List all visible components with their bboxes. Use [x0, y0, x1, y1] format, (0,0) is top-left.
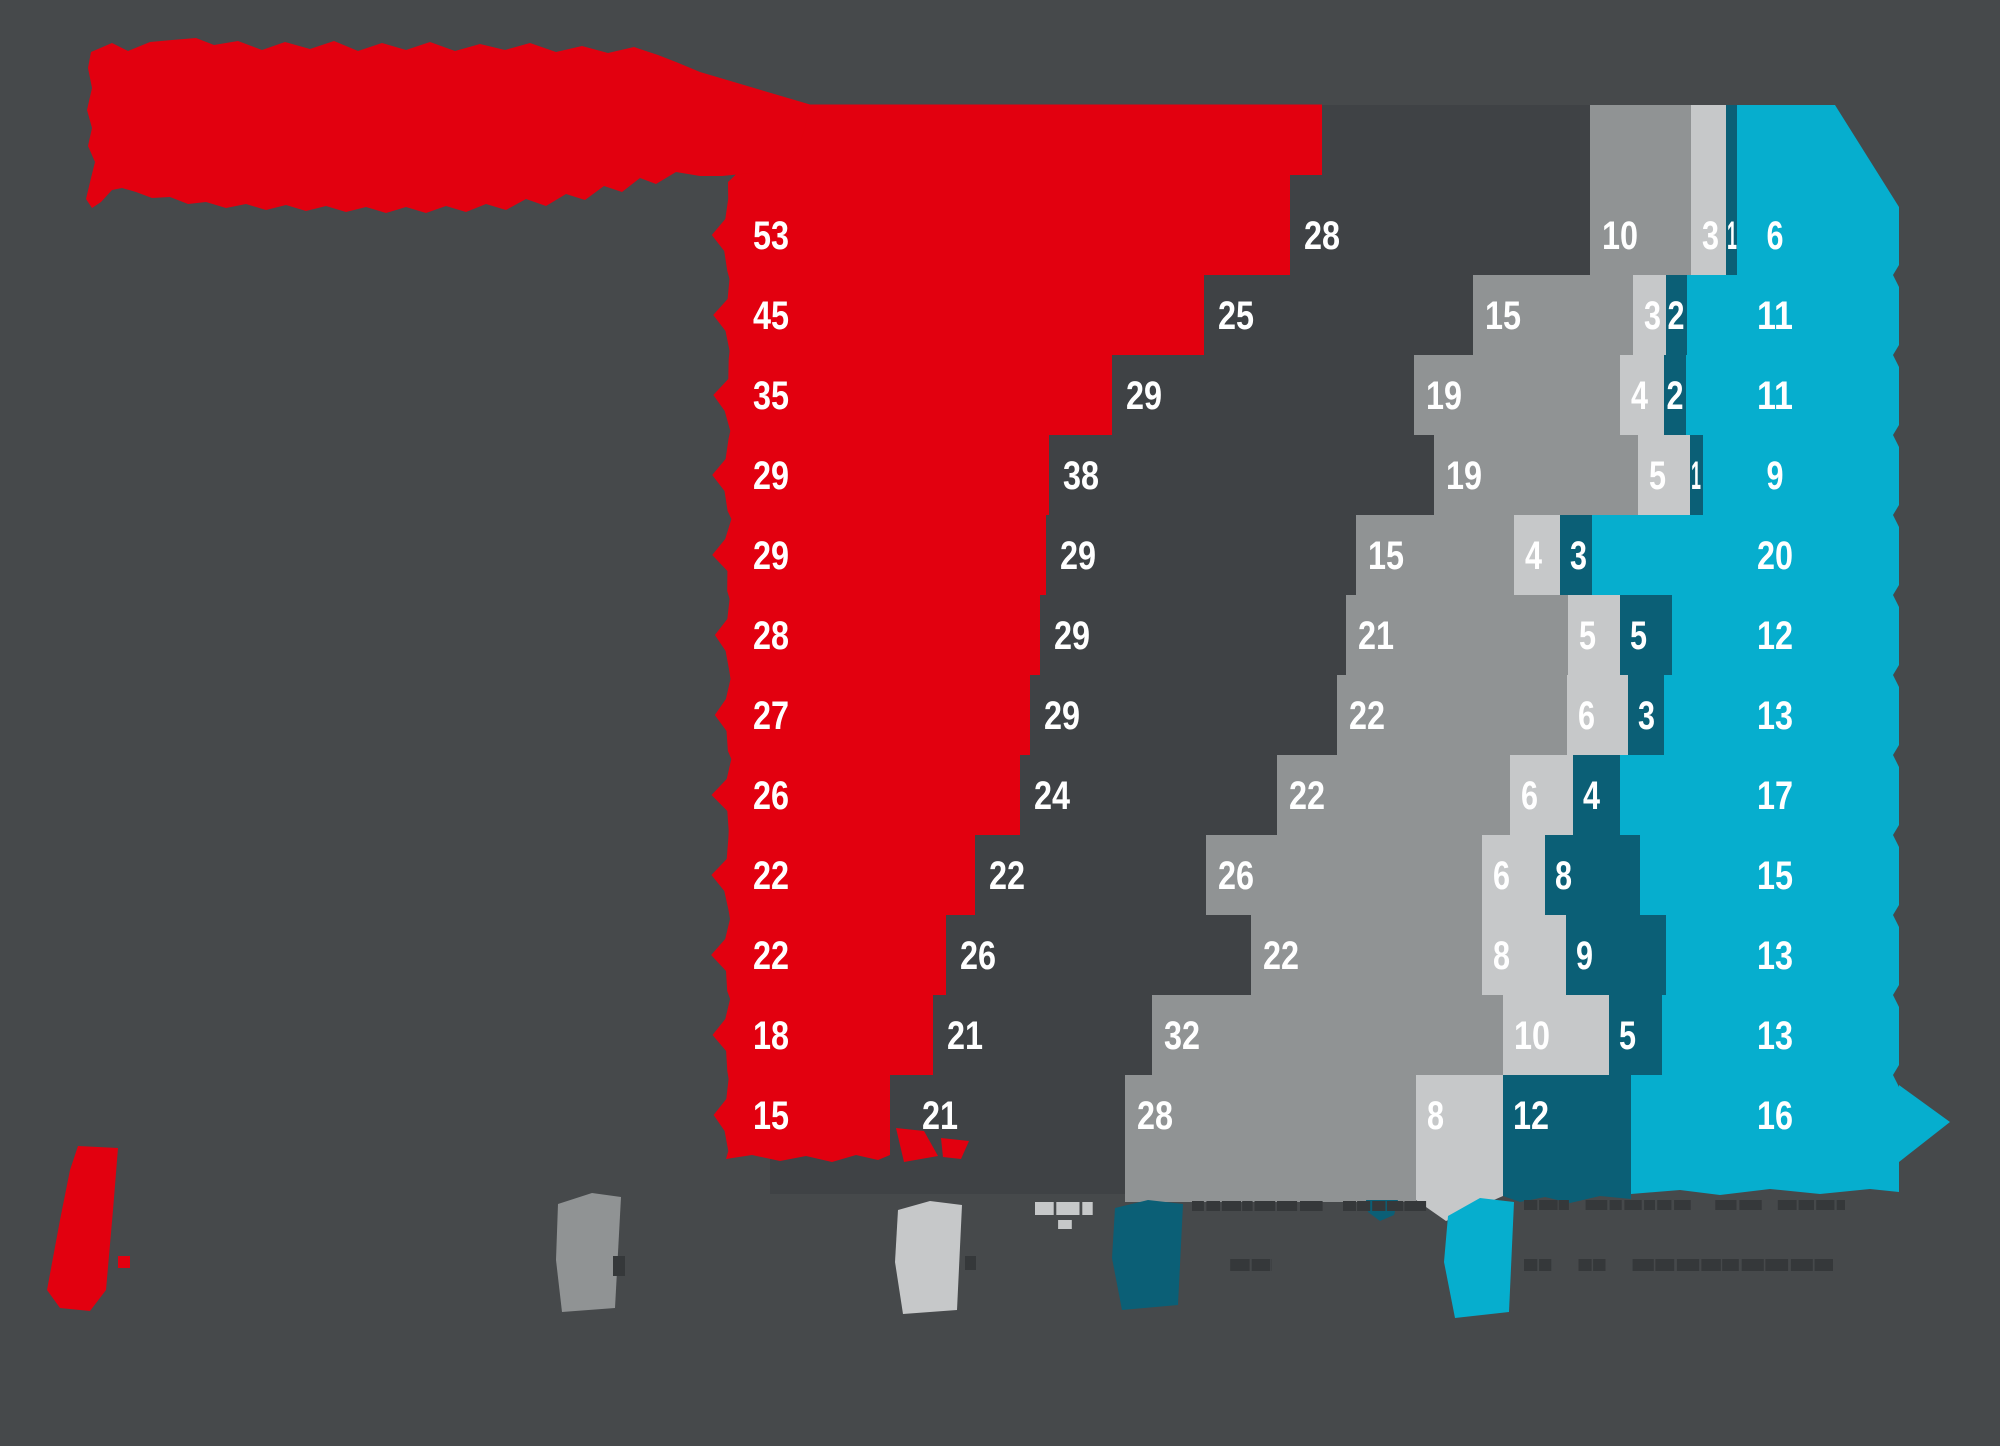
svg-text:2: 2 [1668, 294, 1685, 338]
svg-text:5: 5 [1619, 1014, 1636, 1058]
svg-text:3: 3 [1702, 214, 1719, 258]
svg-text:21: 21 [947, 1014, 983, 1058]
svg-text:19: 19 [1426, 374, 1462, 418]
svg-text:22: 22 [989, 854, 1025, 898]
svg-text:6: 6 [1767, 214, 1784, 258]
svg-text:27: 27 [753, 694, 789, 738]
svg-text:29: 29 [753, 454, 789, 498]
svg-text:26: 26 [753, 774, 789, 818]
svg-text:38: 38 [1063, 454, 1099, 498]
svg-text:11: 11 [1757, 294, 1793, 338]
svg-text:22: 22 [1349, 694, 1385, 738]
svg-text:29: 29 [753, 534, 789, 578]
svg-text:15: 15 [1368, 534, 1404, 578]
svg-text:53: 53 [753, 214, 789, 258]
svg-text:13: 13 [1757, 934, 1793, 978]
svg-text:29: 29 [1126, 374, 1162, 418]
svg-text:21: 21 [922, 1094, 958, 1138]
svg-text:24: 24 [1034, 774, 1071, 818]
svg-text:4: 4 [1583, 774, 1601, 818]
svg-text:4: 4 [1631, 374, 1649, 418]
svg-text:11: 11 [1757, 374, 1793, 418]
svg-text:15: 15 [753, 1094, 789, 1138]
svg-text:22: 22 [1263, 934, 1299, 978]
svg-text:10: 10 [1514, 1014, 1550, 1058]
svg-text:15: 15 [1757, 854, 1793, 898]
svg-text:13: 13 [1757, 1014, 1793, 1058]
svg-text:8: 8 [1427, 1094, 1444, 1138]
svg-text:9: 9 [1767, 454, 1784, 498]
svg-text:26: 26 [960, 934, 996, 978]
svg-text:28: 28 [753, 614, 789, 658]
svg-text:5: 5 [1630, 614, 1647, 658]
svg-text:13: 13 [1757, 694, 1793, 738]
svg-text:2: 2 [1667, 374, 1684, 418]
svg-text:29: 29 [1054, 614, 1090, 658]
svg-text:15: 15 [1485, 294, 1521, 338]
svg-text:6: 6 [1493, 854, 1510, 898]
svg-text:28: 28 [1137, 1094, 1173, 1138]
svg-text:1: 1 [1691, 454, 1701, 498]
svg-text:45: 45 [753, 294, 789, 338]
svg-text:16: 16 [1757, 1094, 1793, 1138]
svg-text:12: 12 [1513, 1094, 1549, 1138]
svg-text:22: 22 [753, 934, 789, 978]
svg-text:17: 17 [1757, 774, 1793, 818]
svg-text:21: 21 [1358, 614, 1394, 658]
svg-text:3: 3 [1570, 534, 1587, 578]
svg-text:4: 4 [1525, 534, 1543, 578]
svg-text:28: 28 [1304, 214, 1340, 258]
svg-text:19: 19 [1446, 454, 1482, 498]
svg-text:18: 18 [753, 1014, 789, 1058]
svg-text:9: 9 [1576, 934, 1593, 978]
svg-text:6: 6 [1521, 774, 1538, 818]
svg-text:3: 3 [1644, 294, 1661, 338]
svg-text:1: 1 [1727, 214, 1737, 258]
svg-text:6: 6 [1578, 694, 1595, 738]
svg-text:5: 5 [1649, 454, 1666, 498]
svg-text:22: 22 [1289, 774, 1325, 818]
svg-text:20: 20 [1757, 534, 1793, 578]
svg-text:22: 22 [753, 854, 789, 898]
svg-text:8: 8 [1555, 854, 1572, 898]
svg-text:26: 26 [1218, 854, 1254, 898]
svg-text:5: 5 [1579, 614, 1596, 658]
svg-text:10: 10 [1602, 214, 1638, 258]
svg-text:25: 25 [1218, 294, 1254, 338]
svg-text:35: 35 [753, 374, 789, 418]
svg-text:32: 32 [1164, 1014, 1200, 1058]
svg-text:8: 8 [1493, 934, 1510, 978]
svg-text:3: 3 [1638, 694, 1655, 738]
svg-text:29: 29 [1044, 694, 1080, 738]
svg-text:12: 12 [1757, 614, 1793, 658]
svg-text:29: 29 [1060, 534, 1096, 578]
